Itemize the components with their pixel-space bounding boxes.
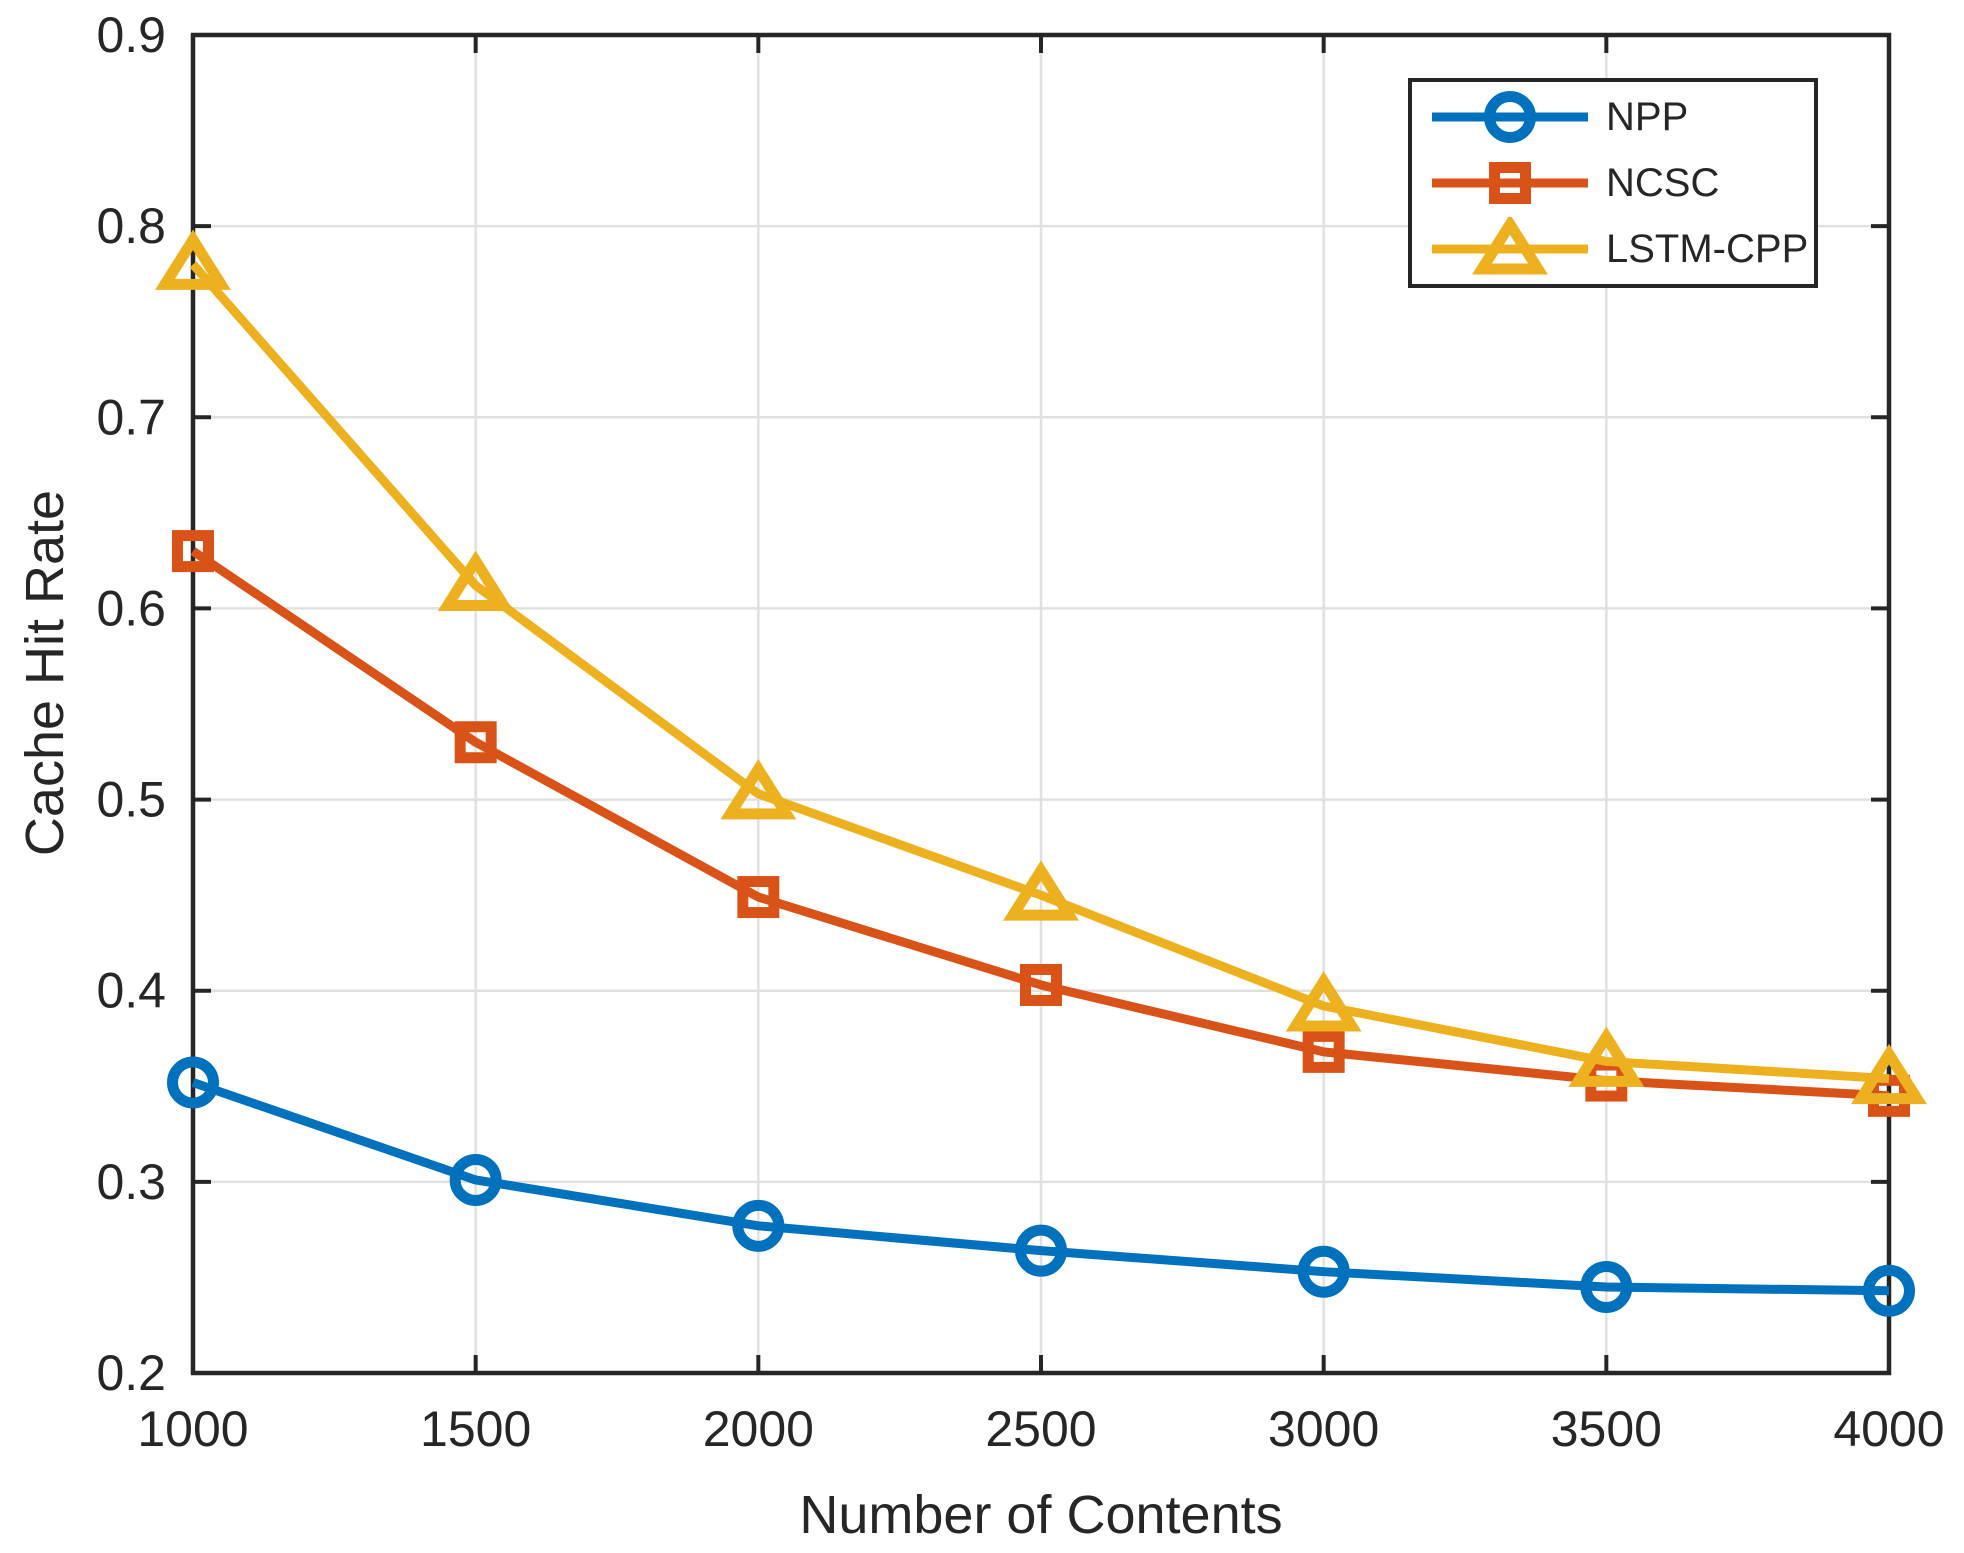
x-tick-label: 3500 [1551, 1401, 1662, 1457]
legend-sample-marker [1484, 91, 1536, 143]
series-lstm-cpp-marker [1003, 860, 1079, 921]
series-ncsc-marker [172, 530, 214, 573]
series-lstm-cpp-marker [1285, 971, 1362, 1032]
legend-label: NPP [1606, 94, 1689, 139]
series-lstm-cpp-marker [1568, 1026, 1645, 1087]
legend-label: LSTM-CPP [1606, 226, 1809, 271]
x-tick-label: 2500 [985, 1401, 1096, 1457]
series-ncsc-marker [454, 721, 497, 764]
series-lstm-cpp-marker [155, 229, 231, 290]
series-npp-marker [1297, 1245, 1350, 1298]
series-npp-marker [167, 1056, 219, 1109]
series-lstm-cpp-marker [1851, 1043, 1927, 1105]
y-axis-label: Cache Hit Rate [15, 489, 75, 857]
series-lstm-cpp-marker [437, 550, 514, 611]
series-ncsc-marker [737, 876, 780, 919]
x-tick-label: 4000 [1833, 1401, 1944, 1457]
y-tick-label: 0.7 [96, 389, 166, 445]
x-tick-label: 1500 [420, 1401, 531, 1457]
series-ncsc-marker [1302, 1030, 1345, 1073]
legend-sample-square [1432, 162, 1588, 204]
legend-label: NCSC [1606, 160, 1720, 205]
series-ncsc-marker [1020, 963, 1062, 1006]
y-tick-label: 0.3 [96, 1154, 166, 1210]
legend-sample-triangle [1432, 217, 1588, 275]
y-tick-label: 0.5 [96, 772, 166, 828]
series-npp-marker [1580, 1260, 1633, 1313]
x-tick-label: 2000 [703, 1401, 814, 1457]
legend: NPP NCSC LSTM-CPP [1408, 78, 1818, 288]
x-tick-label: 3000 [1268, 1401, 1379, 1457]
series-npp [167, 1056, 1915, 1317]
series-lstm-cpp [155, 229, 1927, 1105]
series-npp-marker [449, 1153, 502, 1206]
legend-item-npp: NPP [1430, 85, 1814, 149]
legend-sample-marker [1489, 162, 1531, 204]
y-tick-label: 0.4 [96, 963, 166, 1019]
x-tick-label: 1000 [137, 1401, 248, 1457]
legend-sample-marker [1472, 217, 1548, 275]
series-lstm-cpp-line [189, 261, 1890, 1084]
y-tick-label: 0.9 [96, 7, 166, 63]
y-tick-label: 0.6 [96, 580, 166, 636]
series-npp-marker [1015, 1224, 1067, 1277]
series-npp-line [191, 1078, 1890, 1296]
series-npp-marker [732, 1199, 785, 1252]
legend-item-lstm-cpp: LSTM-CPP [1430, 217, 1814, 281]
y-tick-label: 0.2 [96, 1345, 166, 1401]
legend-sample-circle [1432, 91, 1588, 143]
x-axis-label: Number of Contents [799, 1485, 1283, 1545]
series-lstm-cpp-marker [720, 759, 797, 820]
series-npp-marker [1863, 1264, 1915, 1317]
legend-item-ncsc: NCSC [1430, 151, 1814, 215]
y-tick-label: 0.8 [96, 198, 166, 254]
